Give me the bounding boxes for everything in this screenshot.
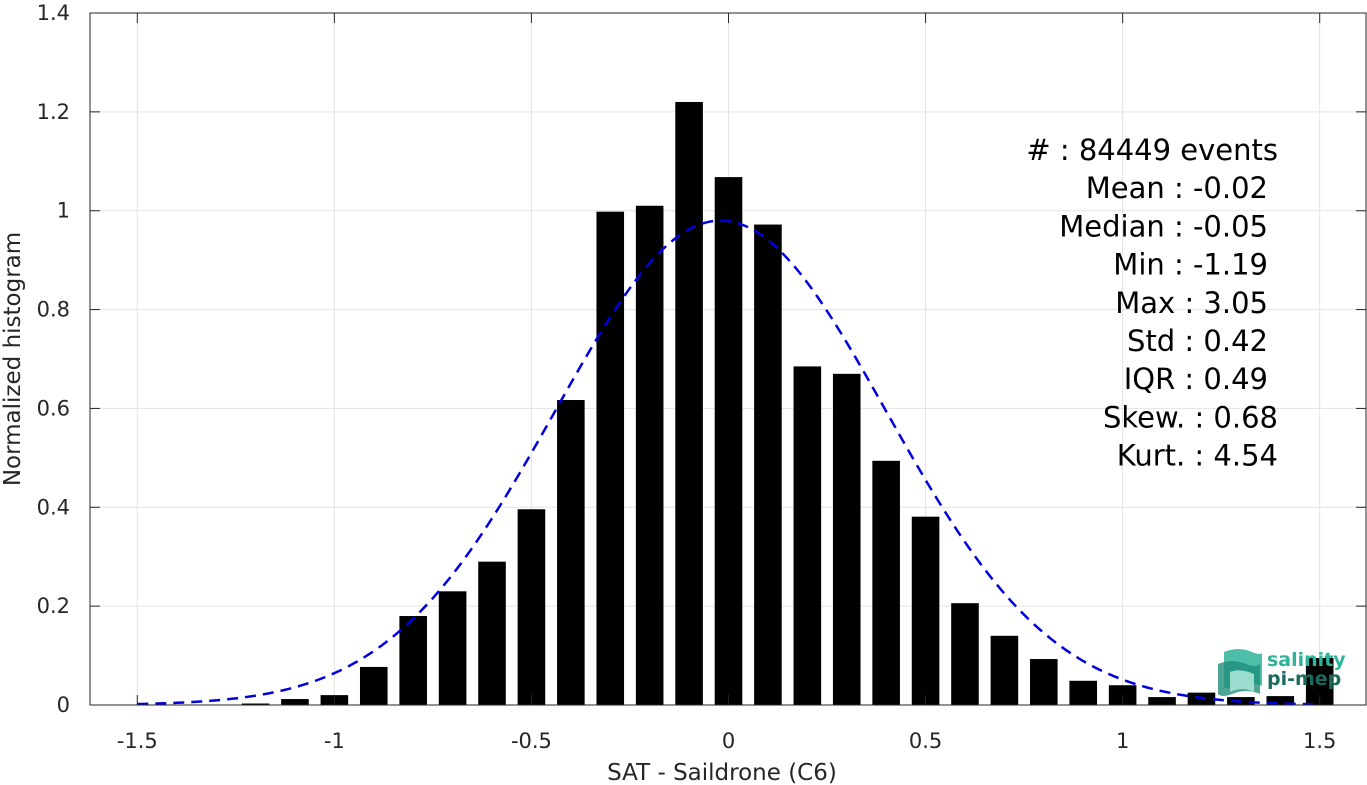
histogram-bar: [635, 205, 664, 705]
histogram-bar: [990, 635, 1019, 705]
histogram-bars: [241, 101, 1334, 706]
y-tick-label: 0.2: [37, 594, 70, 618]
stat-line: Skew. : 0.68: [1103, 400, 1278, 434]
histogram-bar: [517, 509, 546, 705]
histogram-bar: [951, 603, 979, 705]
stat-line: Max : 3.05: [1115, 286, 1268, 320]
logo-text-line1: salinity: [1267, 649, 1346, 671]
histogram-bar: [754, 224, 782, 705]
x-tick-label: 0.5: [909, 729, 942, 753]
x-axis-ticks: -1.5 -1 -0.5 0 0.5 1 1.5: [117, 13, 1336, 753]
histogram-bar: [281, 699, 309, 705]
stat-line: Std : 0.42: [1127, 324, 1268, 358]
y-tick-label: 1: [57, 199, 70, 223]
histogram-bar: [1030, 659, 1058, 705]
stat-line: Median : -0.05: [1059, 209, 1268, 243]
histogram-bar: [1069, 680, 1098, 705]
x-axis-label: SAT - Saildrone (C6): [607, 760, 837, 785]
histogram-bar: [241, 703, 270, 705]
stat-line: Mean : -0.02: [1086, 171, 1268, 205]
histogram-bar: [557, 400, 585, 705]
stat-line: # : 84449 events: [1026, 133, 1278, 167]
y-tick-label: 0.8: [37, 298, 70, 322]
stat-line: Min : -1.19: [1113, 248, 1268, 282]
x-tick-label: -0.5: [511, 729, 552, 753]
x-tick-label: -1: [324, 729, 345, 753]
y-axis-label: Normalized histogram: [0, 232, 26, 486]
y-tick-label: 1.4: [37, 1, 70, 25]
histogram-bar: [399, 616, 427, 705]
stat-line: Kurt. : 4.54: [1117, 439, 1278, 473]
x-tick-label: 1.5: [1303, 729, 1336, 753]
y-tick-label: 0.6: [37, 396, 70, 420]
x-tick-label: 0: [722, 729, 735, 753]
y-axis-ticks: 0 0.2 0.4 0.6 0.8 1 1.2 1.4: [37, 1, 1366, 717]
histogram-bar: [911, 516, 940, 705]
logo-text-line2: pi-mep: [1267, 668, 1341, 690]
y-tick-label: 1.2: [37, 100, 70, 124]
stat-line: IQR : 0.49: [1124, 362, 1268, 396]
histogram-bar: [359, 666, 388, 705]
histogram-bar: [675, 101, 703, 705]
histogram-bar: [438, 591, 467, 705]
histogram-bar: [714, 177, 743, 706]
x-tick-label: -1.5: [117, 729, 158, 753]
y-tick-label: 0.4: [37, 495, 70, 519]
histogram-bar: [832, 373, 861, 705]
histogram-bar: [596, 211, 625, 705]
histogram-bar: [478, 561, 506, 705]
histogram-bar: [793, 366, 822, 705]
normal-fit-curve: [137, 219, 1320, 706]
y-tick-label: 0: [57, 693, 70, 717]
histogram-bar: [872, 460, 900, 705]
waves-icon: [1218, 649, 1262, 696]
statistics-annotation: # : 84449 events Mean : -0.02 Median : -0.…: [1026, 133, 1278, 473]
x-tick-label: 1: [1116, 729, 1129, 753]
histogram-bar: [1266, 696, 1295, 705]
histogram-bar: [1148, 697, 1176, 705]
